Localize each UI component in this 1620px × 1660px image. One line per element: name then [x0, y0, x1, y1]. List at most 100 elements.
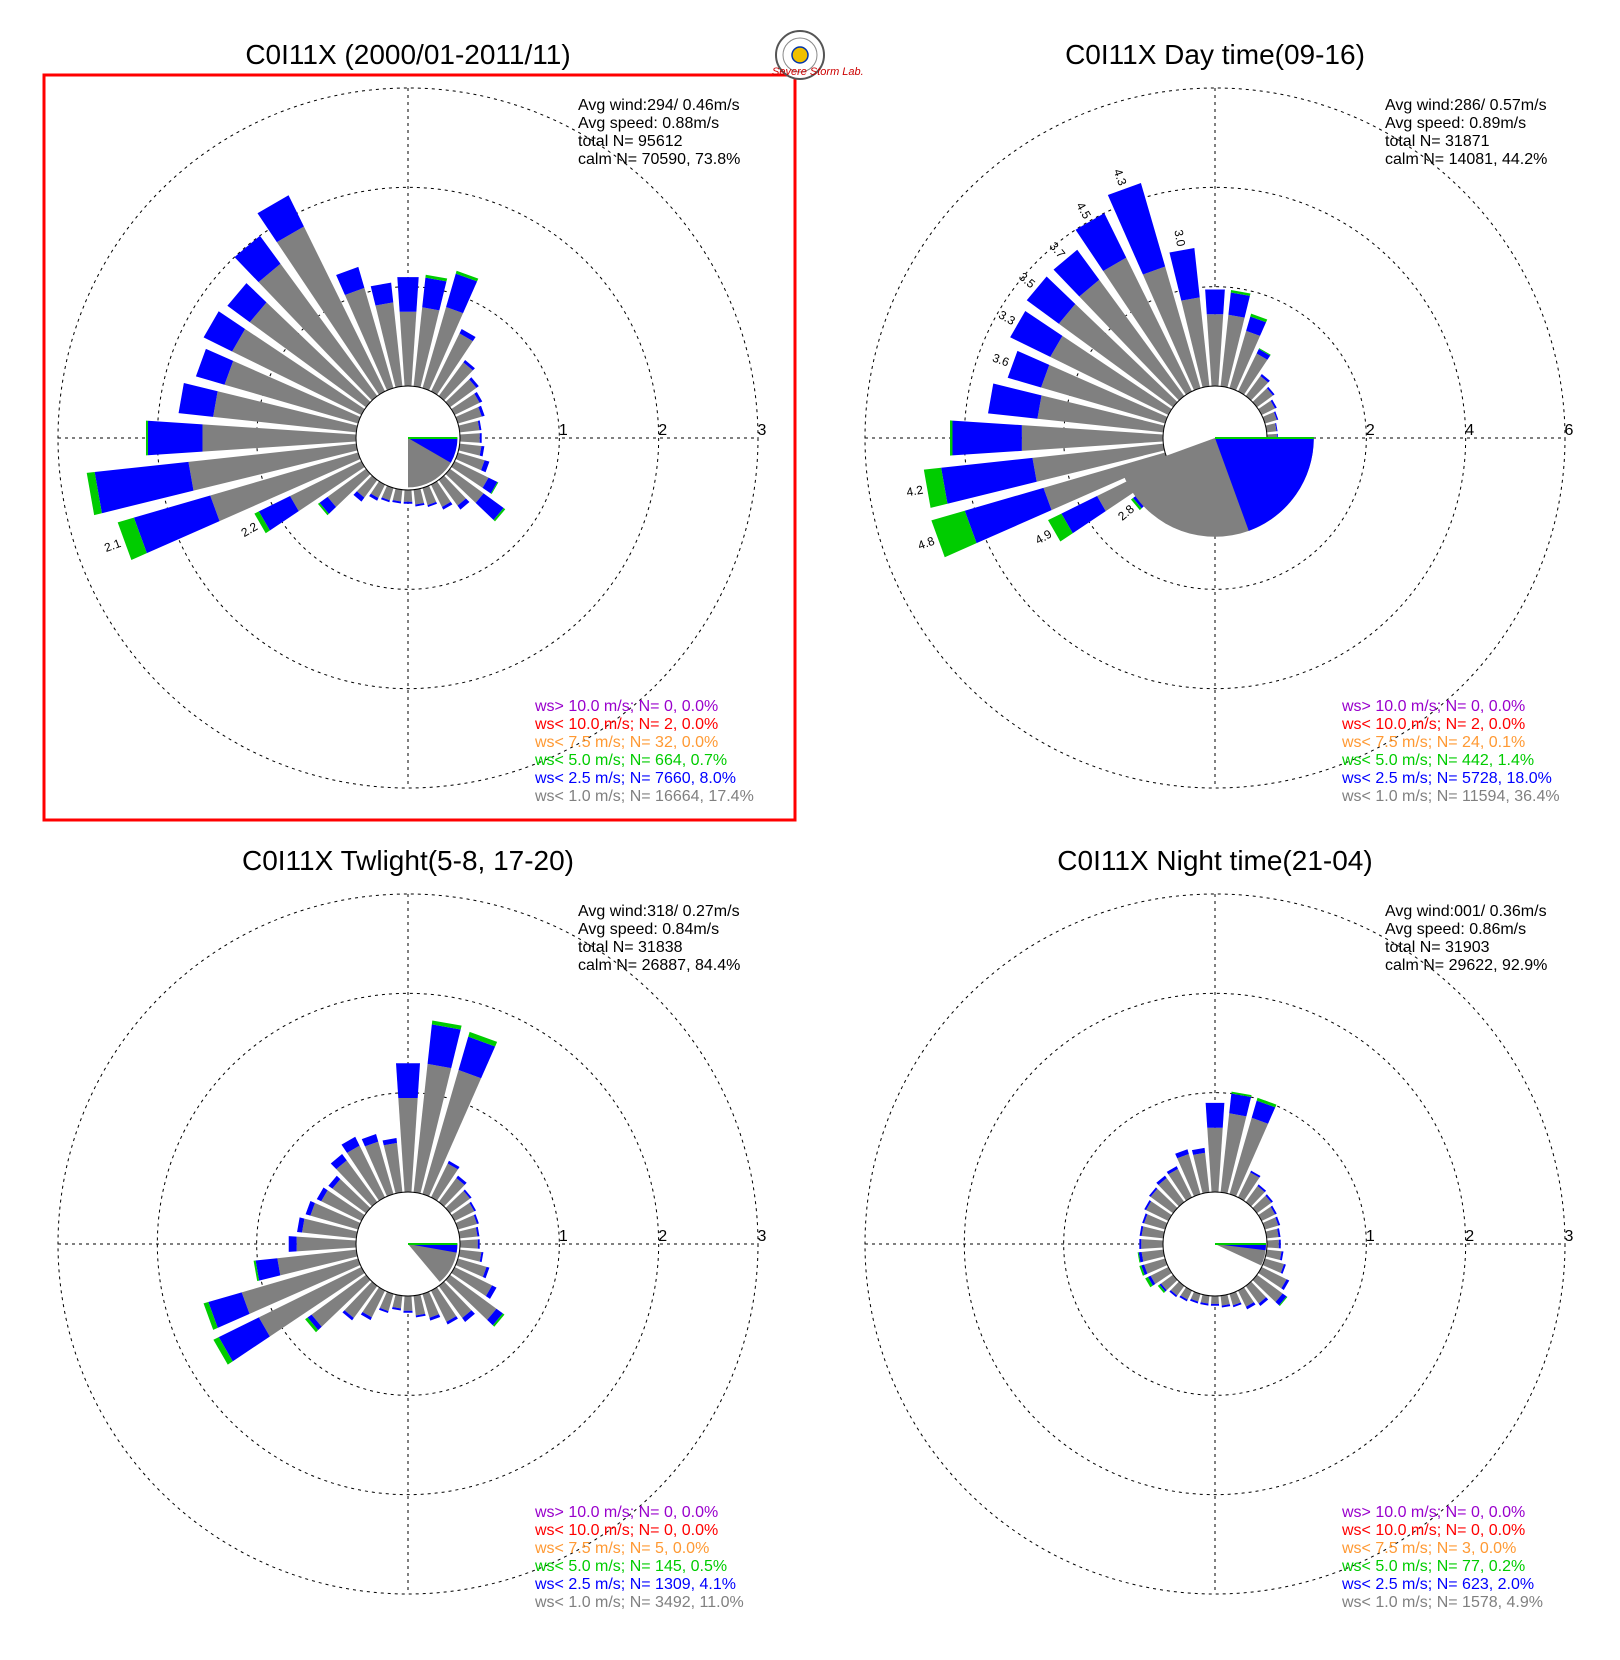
bar-segment-lt1: [451, 393, 480, 416]
bar-segment-lt5: [490, 482, 499, 495]
legend-entry: ws< 7.5 m/s; N= 3, 0.0%: [1341, 1540, 1516, 1557]
bar-segment-lt25: [477, 1239, 480, 1249]
bar-segment-lt25: [403, 501, 413, 504]
bar-segment-lt1: [1141, 1249, 1165, 1262]
bar-segment-lt25: [342, 1310, 354, 1321]
ring-label: 1: [1366, 1228, 1375, 1245]
bar-segment-lt5: [213, 1337, 233, 1365]
bar-segment-lt25: [479, 433, 482, 443]
bar-segment-lt25: [479, 445, 485, 457]
bar-segment-lt25: [195, 348, 234, 385]
bar-segment-lt25: [1026, 276, 1076, 324]
bar-segment-lt5: [425, 274, 448, 282]
bar-segment-lt25: [328, 1175, 341, 1189]
bar-segment-lt25: [369, 493, 379, 501]
bar-segment-lt1: [276, 226, 386, 395]
bar-segment-lt25: [370, 282, 394, 306]
bar-segment-lt25: [1275, 1293, 1287, 1306]
legend-entry: ws> 10.0 m/s; N= 0, 0.0%: [534, 698, 718, 715]
bar-segment-lt1: [1142, 266, 1201, 391]
legend-entry: ws< 10.0 m/s; N= 0, 0.0%: [1341, 1522, 1525, 1539]
legend-entry: ws< 10.0 m/s; N= 2, 0.0%: [1341, 716, 1525, 733]
bar-segment-lt1: [1220, 1113, 1247, 1194]
bar-segment-lt25: [415, 1313, 426, 1318]
bar-segment-lt1: [445, 1190, 471, 1214]
ring-label: 2: [1366, 422, 1375, 439]
bar-segment-lt25: [1142, 1213, 1148, 1224]
calm-wedge-blue: [408, 438, 458, 463]
bar-segment-lt1: [1037, 395, 1165, 433]
calm-wedge-blue: [408, 1244, 458, 1253]
bar-segment-lt25: [307, 1314, 322, 1331]
bar-segment-lt25: [1278, 1239, 1281, 1249]
bar-segment-lt5: [923, 467, 948, 508]
bar-value-label: 2.1: [102, 536, 123, 555]
bar-segment-lt1: [1258, 400, 1276, 416]
bar-segment-lt1: [1150, 1188, 1178, 1214]
bar-segment-lt25: [1277, 1228, 1281, 1238]
bar-segment-lt25: [360, 1311, 372, 1321]
stat-line: Avg speed: 0.89m/s: [1385, 115, 1526, 132]
bar-segment-lt25: [353, 491, 365, 502]
bar-segment-lt5: [1231, 1091, 1252, 1098]
bar-value-label: 4.2: [905, 483, 924, 500]
bar-segment-lt1: [445, 1274, 497, 1320]
stat-line: Avg wind:001/ 0.36m/s: [1385, 903, 1547, 920]
bar-segment-lt1: [1158, 1177, 1185, 1207]
bar-segment-lt1: [438, 1177, 465, 1207]
bar-segment-lt1: [364, 1141, 394, 1197]
grid-ring: [256, 286, 560, 590]
grid-ring: [156, 992, 660, 1496]
bar-segment-lt1: [413, 1294, 426, 1316]
bar-segment-lt1: [1032, 443, 1165, 482]
bar-value-label: 3.5: [1016, 270, 1038, 292]
bar-segment-lt25: [422, 277, 447, 311]
bar-segment-lt5: [254, 511, 270, 534]
bar-segment-lt5: [86, 472, 102, 516]
bar-segment-lt1: [375, 302, 403, 388]
ring-label: 1: [559, 1228, 568, 1245]
bar-segment-lt1: [422, 1291, 440, 1318]
bar-segment-lt1: [277, 1249, 358, 1276]
bar-segment-lt25: [1075, 213, 1127, 271]
bar-segment-lt1: [1181, 297, 1210, 388]
stat-line: Avg wind:318/ 0.27m/s: [578, 903, 740, 920]
bar-segment-lt1: [1146, 1201, 1172, 1222]
bar-segment-lt5: [1137, 1252, 1141, 1263]
bar-segment-lt25: [1010, 310, 1063, 357]
bar-segment-lt1: [1190, 1291, 1201, 1302]
bar-segment-lt25: [478, 405, 485, 417]
legend-entry: ws< 1.0 m/s; N= 1578, 4.9%: [1341, 1594, 1543, 1611]
bar-segment-lt1: [403, 489, 413, 502]
bar-segment-lt1: [258, 1266, 365, 1337]
bar-segment-lt1: [1168, 1168, 1193, 1201]
bar-segment-lt25: [427, 1024, 461, 1069]
bar-segment-lt5: [1258, 348, 1271, 356]
bar-value-label: 4.8: [916, 534, 937, 553]
bar-segment-lt1: [188, 443, 358, 491]
bar-segment-lt25: [234, 235, 281, 283]
panel-title: C0I11X Day time(09-16): [1065, 39, 1365, 70]
bar-segment-lt5: [1256, 1097, 1277, 1108]
bar-segment-lt25: [447, 1160, 460, 1170]
panel-title: C0I11X Night time(21-04): [1057, 845, 1372, 876]
bar-segment-lt25: [457, 498, 470, 510]
bar-segment-lt25: [208, 1292, 250, 1328]
bar-segment-lt25: [1205, 1102, 1225, 1128]
bar-segment-lt1: [344, 287, 394, 391]
bar-segment-lt1: [1079, 279, 1185, 401]
bar-segment-lt25: [1156, 1175, 1167, 1185]
bar-segment-lt25: [469, 1201, 477, 1212]
bar-segment-lt25: [1007, 350, 1050, 388]
bar-segment-lt1: [445, 468, 484, 503]
bar-segment-lt25: [1169, 248, 1200, 301]
bar-segment-lt5: [1139, 1265, 1145, 1276]
bar-segment-lt25: [1251, 1100, 1276, 1124]
bar-segment-lt1: [455, 1258, 487, 1278]
stat-line: calm N= 14081, 44.2%: [1385, 151, 1547, 168]
bar-segment-lt25: [485, 1285, 497, 1299]
bar-segment-lt1: [438, 475, 466, 506]
bar-segment-lt25: [178, 382, 218, 417]
bar-segment-lt25: [1270, 1205, 1277, 1215]
